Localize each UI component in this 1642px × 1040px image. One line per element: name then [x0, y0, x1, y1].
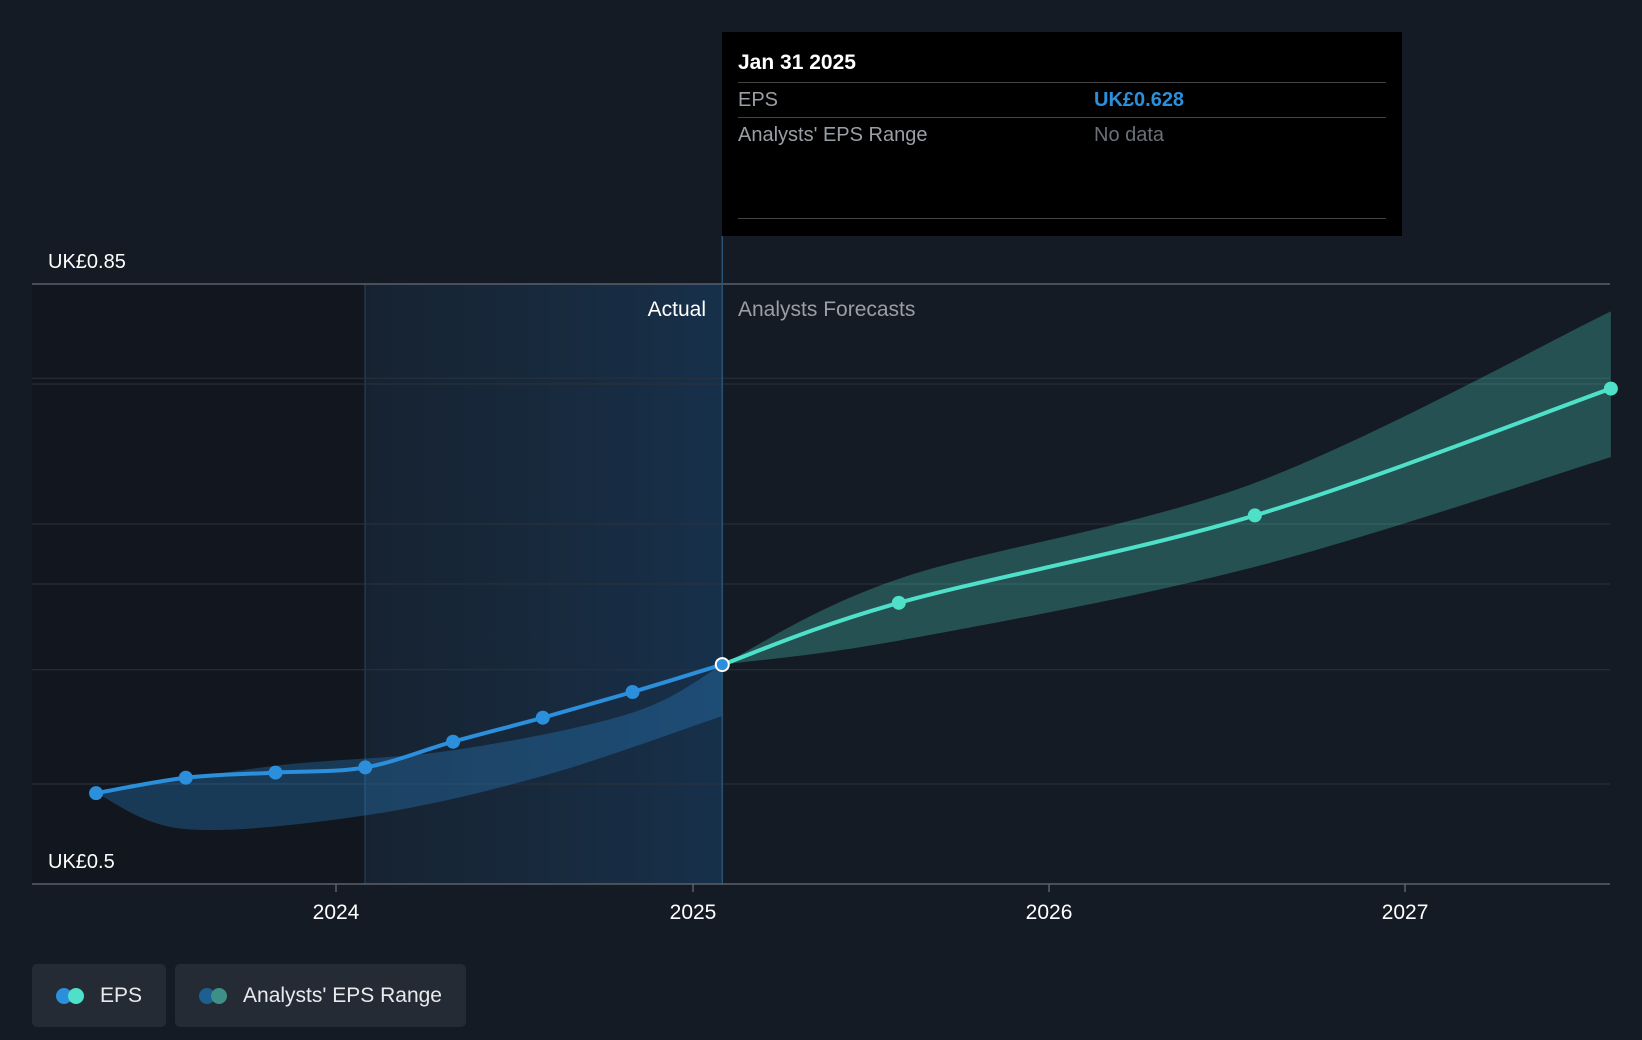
- x-tick-label: 2026: [1026, 901, 1073, 924]
- forecast-region-label: Analysts Forecasts: [738, 298, 915, 321]
- x-tick-label: 2025: [670, 901, 717, 924]
- x-tick-label: 2027: [1382, 901, 1429, 924]
- eps-point-forecast: [1247, 508, 1262, 523]
- eps-range-bands: [96, 311, 1611, 831]
- eps-point-actual: [178, 770, 193, 785]
- x-axis-ticks: 2024 2025 2026 2027: [313, 884, 1429, 924]
- eps-range-legend-swatch-icon: [199, 987, 229, 1004]
- y-axis-bottom-label: UK£0.5: [48, 851, 115, 873]
- tooltip-bottom-rule: [738, 218, 1386, 219]
- hover-tooltip: Jan 31 2025 EPS UK£0.628 Analysts' EPS R…: [722, 32, 1402, 236]
- tooltip-eps-label: EPS: [738, 88, 779, 111]
- eps-line-actual: [94, 662, 725, 796]
- y-axis-top-label: UK£0.85: [48, 251, 126, 273]
- eps-point-actual: [625, 685, 640, 699]
- eps-line-forecast: [720, 386, 1613, 667]
- tooltip-row-eps: EPS UK£0.628: [738, 83, 1386, 118]
- eps-point-actual: [268, 765, 283, 780]
- eps-legend-swatch-icon: [56, 987, 86, 1004]
- actual-region-label: Actual: [648, 298, 706, 321]
- legend-eps-range-label: Analysts' EPS Range: [243, 983, 442, 1007]
- tooltip-range-value: No data: [1094, 123, 1165, 146]
- eps-point-actual: [358, 760, 373, 775]
- eps-point-forecast: [891, 595, 906, 610]
- eps-point-highlight: [716, 659, 728, 671]
- tooltip-eps-value: UK£0.628: [1094, 88, 1185, 111]
- chart-legend: EPS Analysts' EPS Range: [32, 964, 466, 1027]
- eps-point-actual: [89, 786, 104, 801]
- legend-item-eps[interactable]: EPS: [32, 964, 167, 1027]
- eps-point-actual: [446, 734, 461, 749]
- eps-points: [89, 381, 1618, 801]
- tooltip-date: Jan 31 2025: [738, 48, 1386, 83]
- eps-point-actual: [535, 710, 550, 725]
- legend-item-eps-range[interactable]: Analysts' EPS Range: [175, 964, 466, 1027]
- eps-range-band-forecast: [722, 311, 1611, 665]
- tooltip-range-label: Analysts' EPS Range: [738, 123, 928, 146]
- legend-eps-label: EPS: [100, 983, 143, 1007]
- eps-range-band-actual: [96, 664, 723, 831]
- x-tick-label: 2024: [313, 901, 360, 924]
- tooltip-row-range: Analysts' EPS Range No data: [738, 118, 1386, 152]
- eps-lines: [94, 386, 1613, 796]
- eps-point-forecast: [1603, 381, 1618, 396]
- grid-lines: [32, 283, 1610, 785]
